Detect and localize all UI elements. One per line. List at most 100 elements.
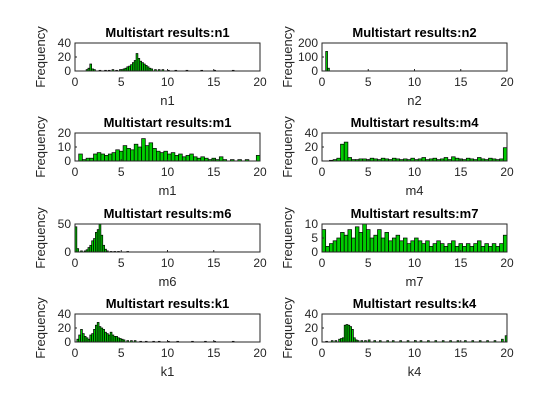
- histogram-bar: [137, 146, 142, 162]
- y-tick-label: 10: [58, 140, 72, 154]
- y-tick-label: 20: [305, 140, 319, 154]
- histogram-bar: [469, 246, 475, 253]
- histogram-bar: [358, 232, 364, 253]
- x-axis-label: k4: [408, 364, 422, 379]
- y-tick-label: 200: [298, 36, 318, 50]
- y-tick-label: 5: [311, 231, 318, 245]
- x-tick-label: 10: [161, 165, 175, 179]
- subplot-title: Multistart results:m4: [351, 115, 480, 130]
- histogram-bar: [104, 155, 109, 162]
- histogram-bar: [484, 243, 489, 253]
- x-tick-label: 20: [500, 75, 514, 89]
- x-axis-label: n2: [407, 93, 421, 108]
- histogram-bar: [410, 240, 415, 253]
- subplot-title: Multistart results:k1: [106, 296, 230, 311]
- y-tick-label: 40: [58, 36, 72, 50]
- histogram-bar: [380, 237, 386, 253]
- histogram-bar: [167, 153, 172, 162]
- x-tick-label: 15: [454, 165, 468, 179]
- x-tick-label: 0: [319, 165, 326, 179]
- x-tick-label: 0: [319, 346, 326, 360]
- y-tick-label: 0: [64, 64, 71, 78]
- x-tick-label: 20: [253, 346, 267, 360]
- x-tick-label: 5: [365, 256, 372, 270]
- x-tick-label: 10: [161, 256, 175, 270]
- histogram-bar: [451, 156, 456, 162]
- x-tick-label: 5: [365, 75, 372, 89]
- histogram-bar: [148, 142, 154, 162]
- x-tick-label: 10: [161, 75, 175, 89]
- y-tick-label: 0: [64, 335, 71, 349]
- histogram-bar: [100, 153, 105, 162]
- x-axis-label: n1: [160, 93, 174, 108]
- histogram-bar: [366, 229, 371, 253]
- histogram-bar: [170, 152, 176, 162]
- y-axis-label: Frequency: [280, 26, 295, 88]
- histogram-bar: [373, 234, 378, 253]
- histogram-bar: [354, 226, 360, 253]
- histogram-bar: [454, 246, 460, 253]
- x-axis-label: m6: [158, 274, 176, 289]
- x-tick-label: 15: [207, 75, 221, 89]
- y-tick-label: 20: [58, 321, 72, 335]
- histogram-bar: [111, 152, 117, 162]
- x-tick-label: 0: [319, 75, 326, 89]
- histogram-bar: [451, 240, 456, 253]
- x-tick-label: 0: [72, 256, 79, 270]
- histogram-bar: [391, 237, 397, 253]
- y-axis-label: Frequency: [280, 207, 295, 269]
- histogram-bar: [130, 149, 135, 162]
- x-tick-label: 15: [207, 256, 221, 270]
- histogram-bar: [436, 240, 441, 253]
- histogram-bar: [443, 157, 449, 162]
- histogram-bar: [152, 148, 157, 162]
- histogram-bar: [351, 237, 356, 253]
- x-tick-label: 20: [253, 256, 267, 270]
- histogram-bar: [115, 149, 120, 162]
- y-tick-label: 0: [311, 245, 318, 259]
- histogram-bar: [336, 237, 341, 253]
- subplot-title: Multistart results:n2: [352, 25, 476, 40]
- histogram-bar: [502, 147, 508, 162]
- histogram-bar: [417, 240, 423, 253]
- axes-box: [74, 42, 261, 72]
- histogram-bar: [480, 246, 486, 253]
- y-tick-label: 100: [298, 50, 318, 64]
- x-axis-label: m4: [405, 183, 423, 198]
- histogram-bar: [377, 229, 382, 253]
- axes-box: [321, 42, 508, 72]
- y-axis-label: Frequency: [33, 116, 48, 178]
- histogram-bar: [163, 150, 168, 162]
- histogram-bar: [218, 156, 224, 162]
- y-tick-label: 0: [311, 64, 318, 78]
- histogram-bar: [384, 232, 389, 253]
- x-tick-label: 20: [253, 75, 267, 89]
- histogram-bar: [443, 246, 449, 253]
- histogram-bar: [399, 240, 404, 253]
- histogram-bar: [406, 243, 412, 253]
- x-tick-label: 20: [500, 165, 514, 179]
- histogram-bar: [347, 157, 352, 162]
- histogram-bar: [340, 143, 345, 162]
- x-tick-label: 20: [500, 256, 514, 270]
- histogram-bar: [332, 240, 338, 253]
- histogram-bar: [126, 148, 131, 162]
- histogram-bar: [462, 246, 467, 253]
- histogram-bar: [447, 243, 452, 253]
- histogram-bar: [432, 243, 438, 253]
- histogram-bar: [414, 237, 419, 253]
- histogram-bar: [159, 152, 165, 162]
- y-tick-label: 0: [64, 245, 71, 259]
- x-axis-label: m1: [158, 183, 176, 198]
- histogram-bar: [502, 234, 508, 253]
- histogram-bar: [200, 156, 205, 162]
- histogram-bar: [321, 229, 327, 253]
- histogram-bar: [421, 157, 426, 162]
- histogram-bar: [421, 243, 426, 253]
- histogram-bar: [144, 145, 150, 162]
